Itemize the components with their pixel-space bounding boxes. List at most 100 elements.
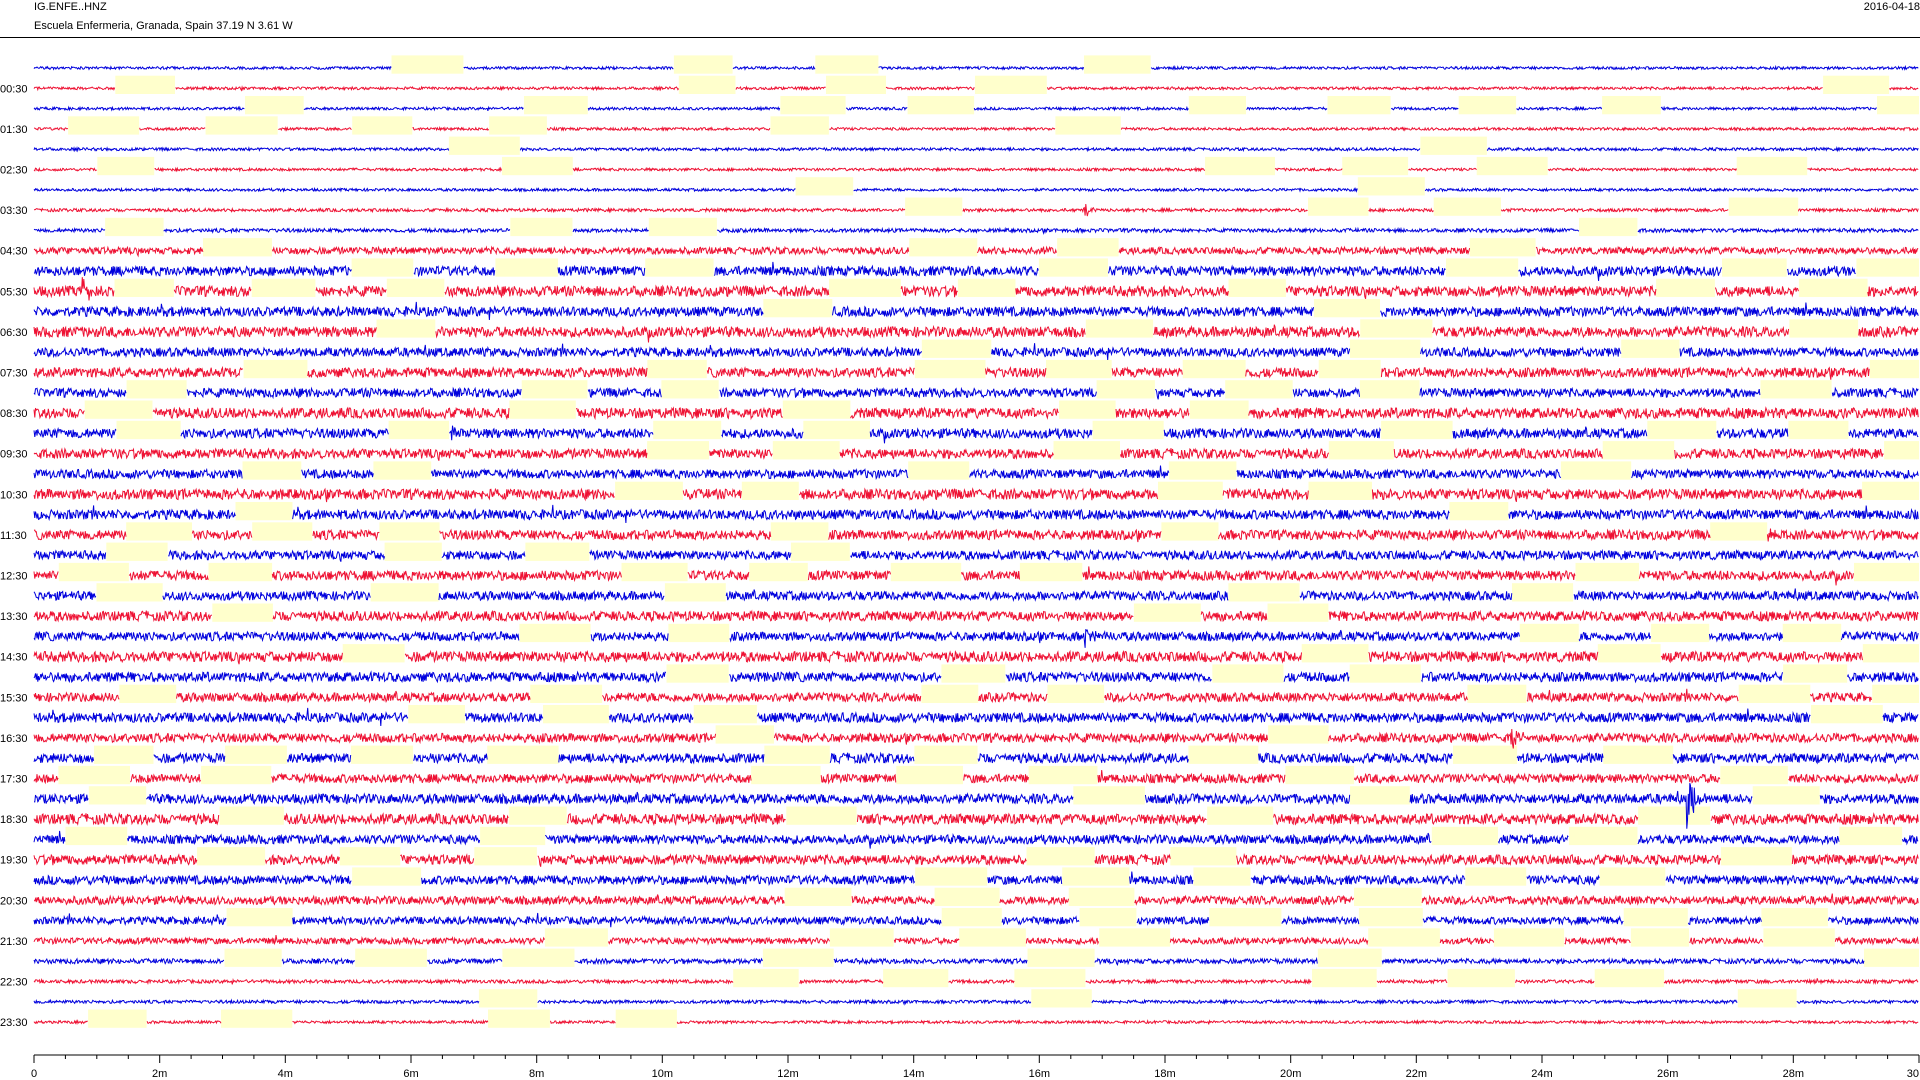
data-gap [1057,238,1119,257]
data-gap [764,745,830,764]
data-gap [502,948,575,967]
trace-line [33,670,1919,684]
station-location-label: Escuela Enfermeria, Granada, Spain 37.19… [34,20,293,32]
trace-line [33,226,1919,235]
header-divider [0,37,1920,38]
trace-line [33,566,1854,586]
data-gap [352,867,422,886]
data-gap [1862,481,1919,500]
trace-line [33,386,1919,400]
x-axis-tick-label: 6m [403,1068,418,1080]
data-gap [666,664,729,683]
data-gap [1449,502,1509,521]
data-gap [251,278,316,297]
data-gap [1560,461,1632,480]
data-gap [784,887,852,906]
data-gap [1073,786,1145,805]
data-gap [119,684,177,703]
trace-line [34,782,1919,829]
data-gap [1465,867,1527,886]
x-axis-tick-label: 18m [1154,1068,1175,1080]
y-axis-time-label: 01:30 [0,124,28,136]
x-axis-tick-label: 10m [652,1068,673,1080]
trace-line [33,751,1919,765]
data-gap [1038,258,1108,277]
data-gap [749,562,808,582]
data-gap [1188,96,1246,115]
trace-line [33,830,1919,849]
data-gap [780,96,846,115]
data-gap [1205,156,1275,176]
data-gap [1059,400,1116,419]
trace-layer [33,64,1919,1026]
data-gap [474,847,537,866]
data-gap [379,522,440,541]
data-gap [908,461,970,480]
trace-line [33,935,1919,946]
data-gap [543,705,609,724]
data-gap [1312,968,1377,988]
data-gap [1349,339,1421,358]
trace-line [33,548,1919,562]
data-gap [921,684,979,703]
data-gap [934,887,1000,906]
trace-line [33,588,1919,603]
data-gap [795,177,854,196]
data-gap [653,420,722,440]
y-axis-time-label: 04:30 [0,246,28,258]
data-gap [1783,664,1848,683]
data-gap [510,217,573,237]
data-gap [219,806,284,825]
trace-line [33,245,1919,258]
data-gap [495,258,558,277]
data-gap [770,522,829,541]
data-gap [1798,278,1868,297]
data-gap [1267,603,1329,622]
data-gap [58,562,129,582]
x-axis-tick-label: 8m [529,1068,544,1080]
data-gap [1877,96,1919,115]
data-gap [1268,725,1329,744]
trace-line [33,343,1919,361]
data-gap [678,75,736,94]
data-gap [1084,55,1151,74]
data-gap [225,745,287,764]
data-gap [1228,278,1286,297]
y-axis-labels: 00:30 01:30 02:30 03:30 04:30 05:30 06:30 07:30… [0,83,28,1029]
data-gap [243,359,308,379]
trace-line [33,261,1856,281]
data-gap [1811,705,1883,724]
data-gap [1433,197,1501,216]
data-gap [1420,136,1487,155]
data-gap [615,481,683,500]
data-gap [829,278,901,297]
data-gap [668,623,730,643]
data-gap [530,684,603,703]
data-gap [480,826,546,846]
data-gap [1053,441,1120,460]
trace-line [33,487,1863,503]
data-gap [647,441,709,460]
data-gap [1651,623,1710,643]
data-gap [1884,441,1919,460]
data-gap [883,968,949,988]
data-gap [1647,420,1717,440]
data-gap [1019,562,1083,582]
y-axis-time-label: 07:30 [0,368,28,380]
data-gap [489,116,547,135]
data-gap [615,1009,677,1028]
trace-line [33,998,1919,1006]
data-gap [1856,258,1919,277]
data-gap [508,806,567,825]
data-gap [1168,461,1237,480]
x-axis-tick-label: 2m [152,1068,167,1080]
x-axis-tick-label: 12m [777,1068,798,1080]
data-gap [621,562,688,582]
data-gap [94,745,154,764]
date-label: 2016-04-18 [1863,1,1920,13]
data-gap-layer [58,55,1919,1028]
data-gap [647,359,707,379]
trace-line [33,105,1877,112]
trace-line [33,186,1919,193]
